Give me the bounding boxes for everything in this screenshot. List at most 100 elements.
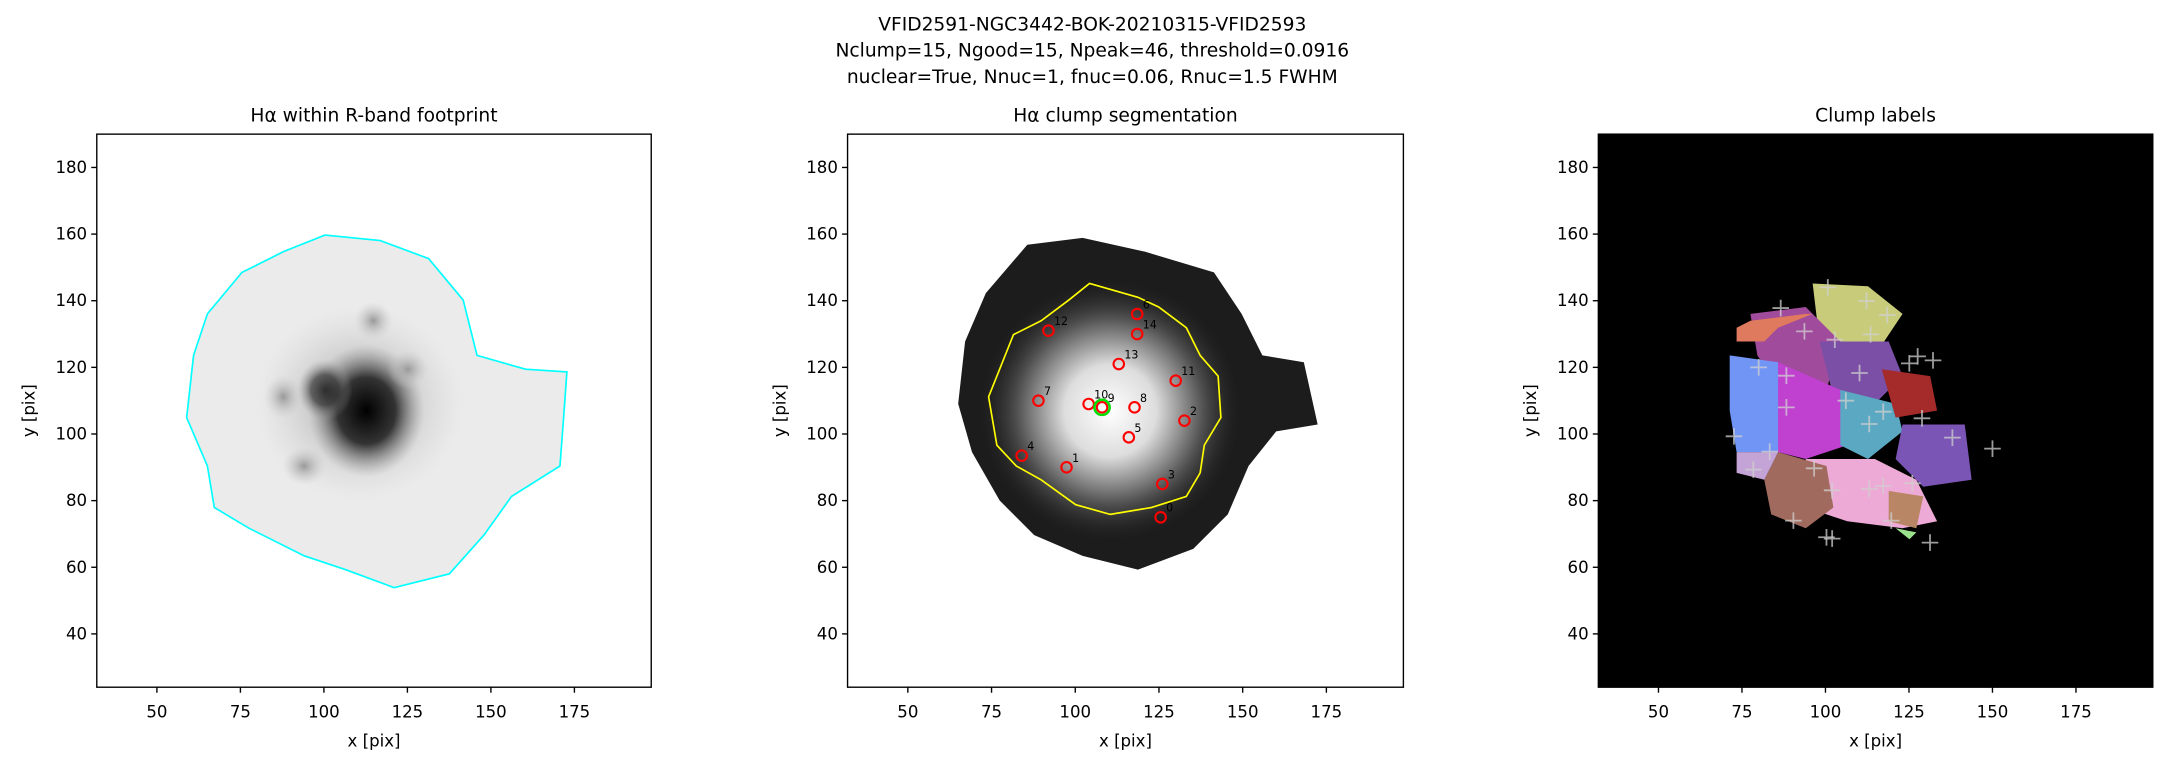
- clump-label: 6: [1143, 299, 1150, 312]
- x-tick-label: 175: [2060, 703, 2092, 722]
- x-axis-label: x [pix]: [1849, 732, 1902, 751]
- figure-subtitle: Nclump=15, Ngood=15, Npeak=46, threshold…: [835, 41, 1349, 62]
- clump-marker: [1095, 401, 1109, 414]
- peak-marker: [1862, 326, 1879, 343]
- peak-marker: [1909, 348, 1926, 365]
- peak-marker: [1818, 528, 1835, 546]
- y-tick-label: 80: [66, 491, 87, 510]
- image-halpha: [185, 234, 568, 589]
- clump-marker: [1015, 449, 1028, 462]
- clump-label: 5: [1134, 422, 1141, 435]
- y-axis-label: y [pix]: [770, 384, 789, 437]
- x-tick-label: 100: [1810, 703, 1842, 722]
- peak-marker: [1878, 306, 1896, 324]
- y-tick-label: 40: [66, 624, 87, 643]
- x-tick-label: 175: [1311, 703, 1343, 722]
- clump-label: 2: [1190, 405, 1197, 418]
- peak-marker: [1860, 415, 1878, 433]
- peak-marker: [1921, 534, 1939, 551]
- y-tick-label: 80: [1568, 491, 1589, 510]
- x-tick-label: 125: [392, 703, 424, 722]
- clump-marker: [1178, 414, 1191, 427]
- x-tick-label: 100: [1059, 703, 1091, 722]
- peak-marker: [1904, 475, 1921, 492]
- y-tick-label: 80: [817, 491, 838, 510]
- peak-marker: [1785, 512, 1802, 529]
- peak-marker: [1860, 480, 1878, 498]
- clump-marker: [1042, 324, 1055, 337]
- y-tick-label: 180: [55, 158, 87, 177]
- clump-label: 12: [1054, 315, 1068, 328]
- y-tick-label: 180: [806, 158, 838, 177]
- x-axis-label: x [pix]: [348, 732, 401, 751]
- clump-marker: [1122, 431, 1136, 444]
- clump-marker: [1169, 374, 1182, 387]
- peak-marker: [1778, 367, 1795, 384]
- peak-marker: [1745, 461, 1762, 478]
- panel-title: Hα clump segmentation: [1013, 106, 1237, 127]
- x-tick-label: 150: [1977, 703, 2009, 722]
- clump-label: 11: [1181, 365, 1195, 378]
- y-tick-label: 100: [806, 425, 838, 444]
- peak-marker: [1913, 410, 1931, 427]
- clump-label: 3: [1168, 468, 1175, 481]
- peak-marker: [1725, 428, 1743, 445]
- clump-label: 9: [1108, 392, 1115, 405]
- y-tick-label: 120: [1557, 358, 1589, 377]
- figure-title: VFID2591-NGC3442-BOK-20210315-VFID2593: [878, 14, 1306, 35]
- clump-marker: [1112, 357, 1126, 371]
- y-tick-label: 160: [806, 225, 838, 244]
- figure-subtitle: nuclear=True, Nnuc=1, fnuc=0.06, Rnuc=1.…: [847, 67, 1338, 88]
- image-labels: [1598, 134, 2153, 688]
- peak-marker: [1984, 440, 2001, 457]
- axes-frame: [96, 133, 652, 688]
- panel-title: Clump labels: [1815, 106, 1936, 127]
- peak-marker: [1874, 403, 1892, 420]
- x-tick-label: 175: [559, 703, 591, 722]
- y-tick-label: 140: [55, 291, 87, 310]
- clump-label: 10: [1094, 388, 1108, 401]
- y-tick-label: 180: [1557, 158, 1589, 177]
- y-tick-label: 160: [1557, 225, 1589, 244]
- peak-marker: [1761, 443, 1778, 460]
- peak-marker: [1837, 392, 1855, 409]
- y-tick-label: 40: [1568, 624, 1589, 643]
- x-axis-label: x [pix]: [1099, 732, 1152, 751]
- panel-title: Hα within R-band footprint: [250, 106, 497, 127]
- x-tick-label: 50: [1648, 703, 1669, 722]
- peak-marker: [1882, 512, 1900, 529]
- x-tick-label: 150: [1227, 703, 1259, 722]
- clump-marker: [1156, 477, 1169, 491]
- y-tick-label: 120: [55, 358, 87, 377]
- x-tick-label: 125: [1893, 703, 1925, 722]
- y-tick-label: 120: [806, 358, 838, 377]
- nucleus-marker: [1093, 398, 1111, 417]
- y-tick-label: 160: [55, 225, 87, 244]
- x-tick-label: 50: [897, 703, 918, 722]
- peak-marker: [1772, 299, 1790, 317]
- peak-marker: [1819, 279, 1837, 296]
- clump-marker: [1060, 461, 1073, 474]
- x-tick-label: 100: [308, 703, 340, 722]
- clump-marker: [1032, 394, 1045, 407]
- x-tick-label: 150: [475, 703, 507, 722]
- peak-marker: [1778, 399, 1795, 416]
- peak-marker: [1874, 477, 1892, 495]
- clump-marker: [1130, 307, 1144, 321]
- axes-frame: [846, 133, 1405, 688]
- peak-marker: [1901, 355, 1918, 372]
- clump-marker: [1130, 327, 1144, 341]
- clump-marker: [1154, 510, 1167, 524]
- peak-marker: [1858, 292, 1875, 310]
- y-tick-label: 100: [55, 425, 87, 444]
- y-axis-label: y [pix]: [20, 384, 39, 437]
- clump-label: 13: [1124, 348, 1138, 361]
- y-axis-label: y [pix]: [1521, 384, 1540, 437]
- clump-label: 1: [1072, 452, 1079, 465]
- axes-frame: [1597, 133, 2154, 688]
- y-tick-label: 40: [817, 624, 838, 643]
- clump-label: 14: [1143, 319, 1157, 332]
- peak-marker: [1823, 482, 1841, 499]
